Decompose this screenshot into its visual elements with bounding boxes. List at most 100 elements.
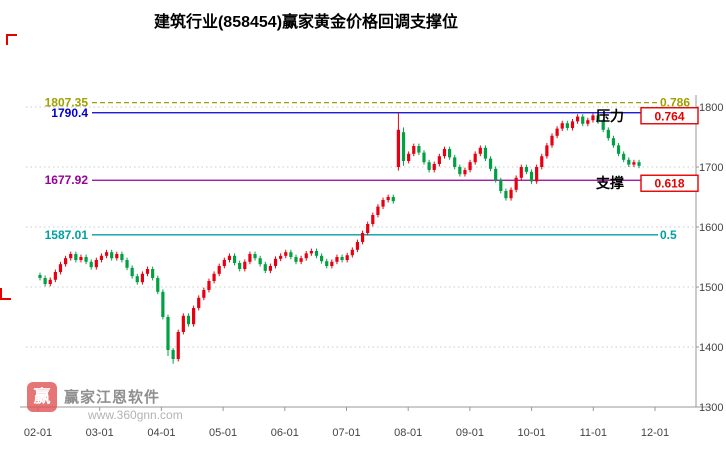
winner-logo-icon: 赢: [27, 382, 57, 412]
candle-body: [570, 121, 575, 128]
candle-body: [586, 120, 590, 124]
candle-body: [422, 152, 426, 163]
candle-body: [176, 332, 180, 359]
candle-body: [448, 149, 452, 158]
x-tick-label: 08-01: [394, 427, 422, 439]
candle-body: [622, 153, 626, 160]
candle-body: [320, 255, 324, 262]
value-box: [640, 107, 699, 125]
candle-body: [135, 276, 139, 283]
candle-body: [545, 145, 549, 157]
candle-body: [186, 315, 191, 325]
candle-body: [391, 197, 395, 202]
x-tick-label: 05-01: [209, 427, 237, 439]
candle-body: [115, 254, 119, 259]
y-tick-label: 1700: [699, 162, 723, 174]
candle-body: [371, 215, 375, 224]
candle-body: [412, 146, 416, 154]
candle-body: [151, 269, 155, 278]
x-tick-label: 09-01: [456, 427, 484, 439]
candle-body: [381, 200, 385, 207]
candle-body: [499, 180, 503, 191]
candle-body: [99, 255, 104, 260]
candle-body: [407, 153, 411, 161]
candle-body: [376, 206, 380, 215]
candle-body: [53, 272, 57, 280]
candle-body: [156, 278, 160, 292]
candle-body: [601, 121, 605, 130]
fib-ratio-label: 0.786: [660, 96, 690, 110]
candle-body: [89, 261, 93, 268]
candle-body: [453, 157, 457, 167]
candle-body: [94, 260, 98, 268]
candle-body: [442, 149, 447, 157]
candle-body: [576, 116, 580, 122]
candle-body: [38, 275, 42, 278]
candle-body: [386, 197, 390, 200]
candle-body: [611, 138, 616, 146]
candle-body: [104, 252, 109, 256]
resistance-label: 压力: [596, 108, 624, 124]
candle-body: [120, 254, 124, 260]
candle-body: [43, 278, 47, 284]
candle-body: [268, 266, 272, 271]
candle-body: [48, 279, 52, 284]
candle-body: [555, 128, 559, 136]
candle-body: [222, 260, 226, 266]
candle-body: [294, 257, 298, 262]
candle-body: [437, 156, 441, 164]
candle-body: [325, 261, 329, 266]
watermark-url: www.360gnn.com: [88, 408, 183, 422]
candle-body: [289, 252, 293, 257]
candle-body: [488, 158, 493, 169]
candle-body: [550, 135, 554, 146]
red-corner-mark-top-icon: [6, 34, 17, 45]
candle-body: [192, 308, 196, 325]
candle-body: [335, 257, 339, 262]
candle-body: [535, 167, 539, 182]
candle-body: [632, 162, 636, 165]
x-tick-label: 04-01: [147, 427, 175, 439]
candle-body: [355, 242, 360, 250]
candle-body: [238, 263, 242, 269]
candle-body: [350, 249, 354, 256]
level-price-label: 1807.35: [45, 96, 89, 110]
candle-body: [145, 269, 150, 274]
candle-body: [565, 123, 569, 128]
candle-body: [273, 258, 278, 266]
candle-body: [64, 258, 68, 265]
level-price-label: 1790.4: [51, 106, 88, 120]
candle-body: [458, 167, 462, 175]
candle-body: [217, 266, 221, 274]
level-price-label: 1587.01: [45, 228, 89, 242]
candle-body: [519, 167, 523, 178]
candle-body: [212, 273, 216, 281]
candle-body: [309, 251, 313, 254]
candle-body: [110, 252, 114, 259]
candle-body: [401, 132, 406, 161]
candle-body: [69, 254, 73, 259]
candle-body: [540, 156, 544, 167]
watermark-name: 赢家江恩软件: [64, 389, 161, 406]
candle-body: [84, 257, 88, 262]
candle-body: [473, 153, 477, 163]
candle-body: [524, 167, 528, 172]
candle-body: [161, 291, 165, 317]
candle-body: [314, 251, 319, 256]
candle-body: [140, 273, 144, 283]
candle-body: [616, 145, 621, 154]
y-tick-label: 1300: [699, 402, 723, 414]
candle-body: [478, 147, 482, 154]
x-tick-label: 12-01: [641, 427, 669, 439]
x-tick-label: 06-01: [271, 427, 299, 439]
candle-body: [637, 162, 641, 166]
fib-ratio-label: 0.5: [660, 228, 677, 242]
candle-body: [360, 233, 365, 242]
x-tick-label: 11-01: [580, 427, 607, 439]
candle-body: [74, 254, 78, 260]
candle-body: [494, 168, 498, 181]
candle-body: [125, 260, 129, 268]
candle-body: [509, 189, 513, 199]
y-tick-label: 1500: [699, 282, 723, 294]
